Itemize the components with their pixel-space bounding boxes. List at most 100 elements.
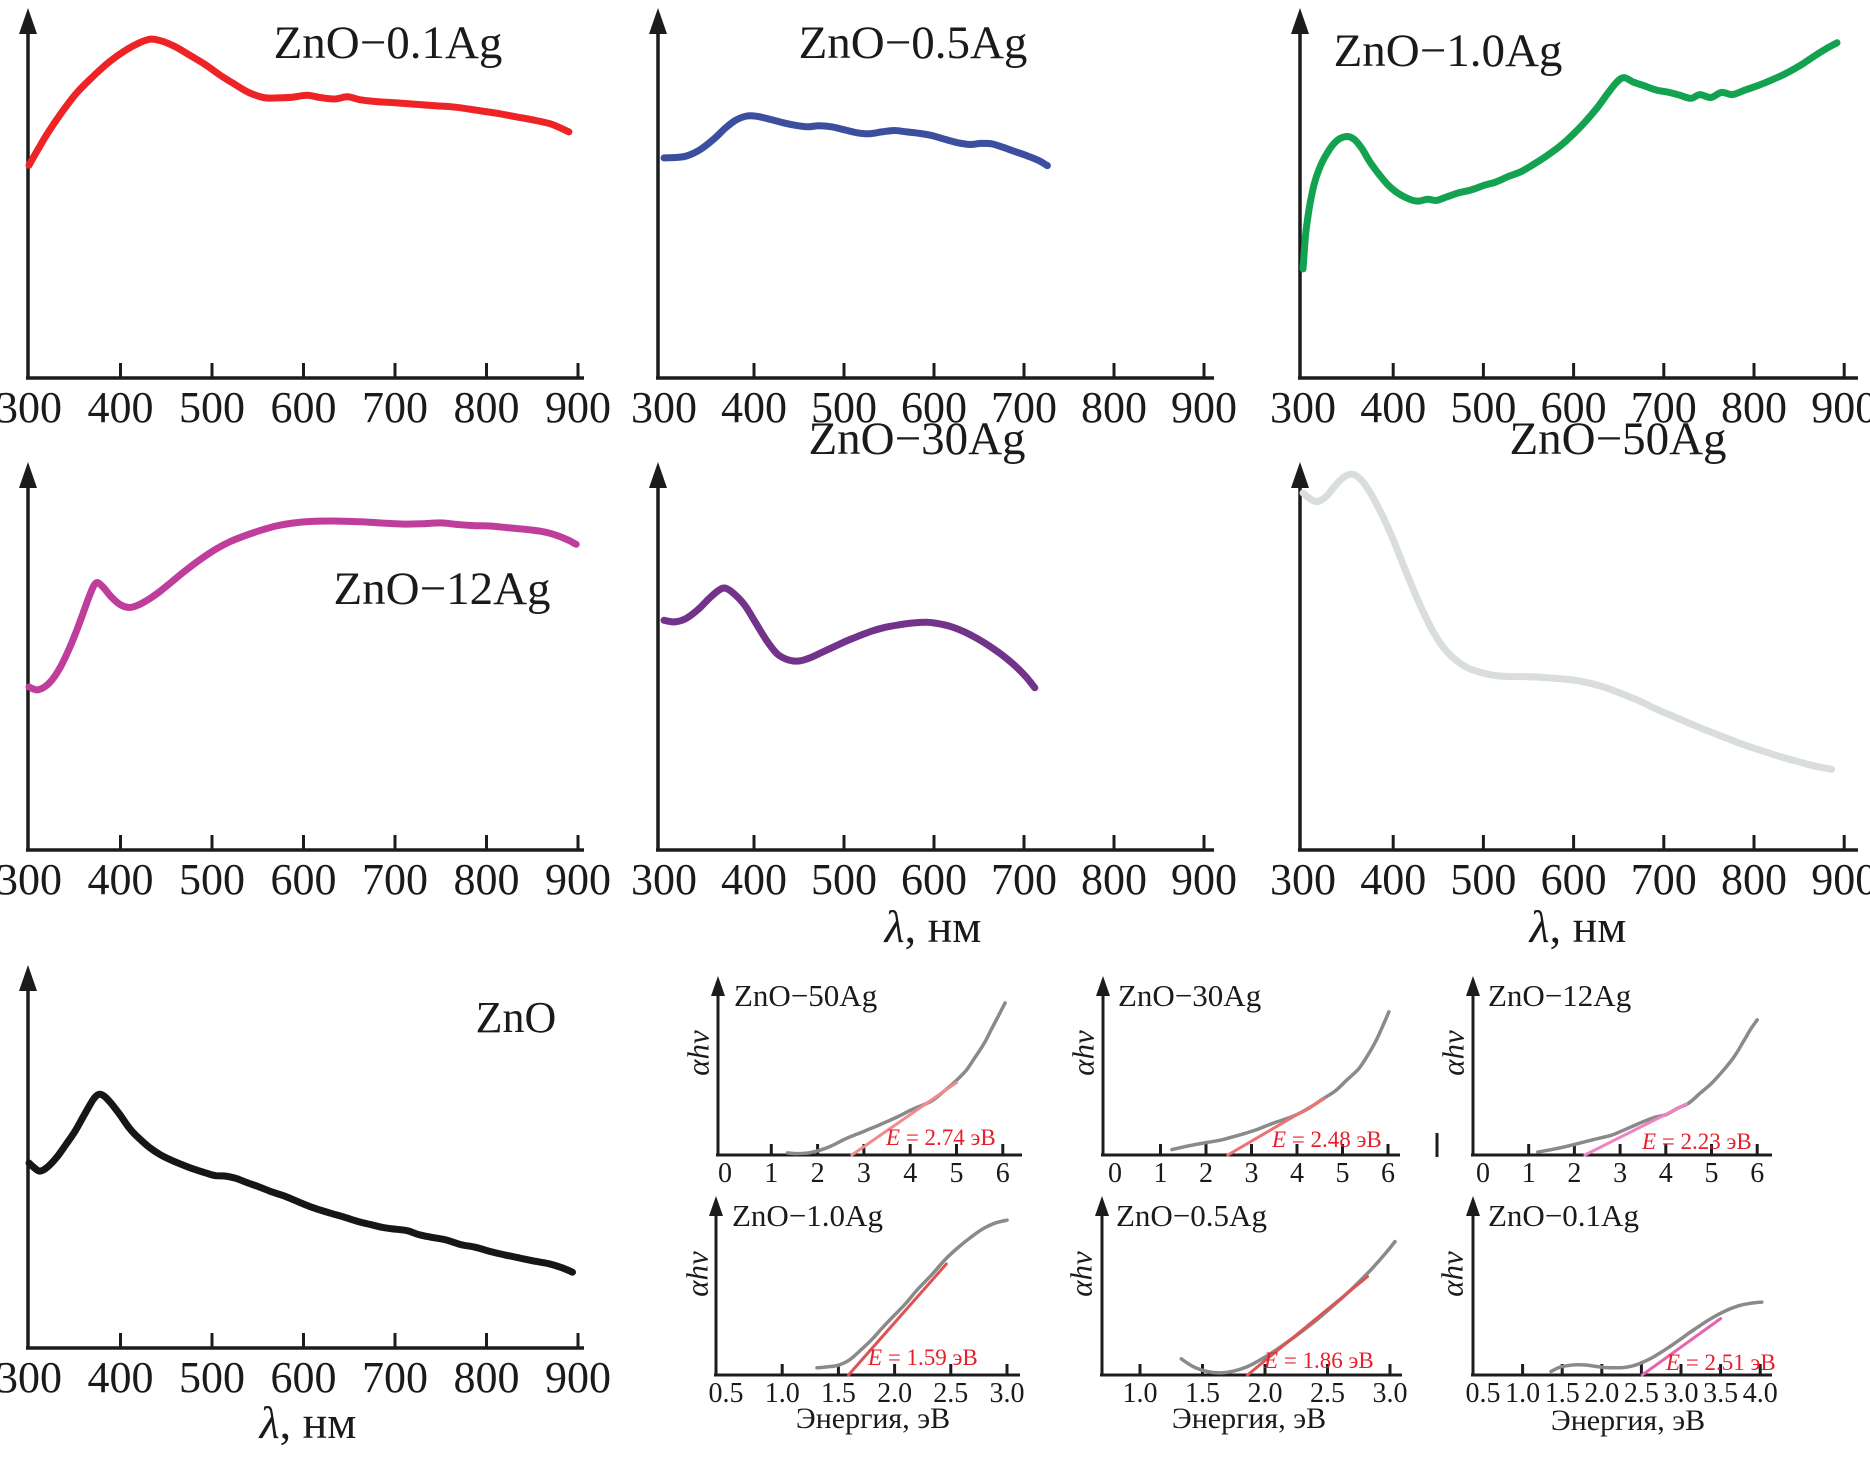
tauc-zno-0.5ag-fit-line — [1246, 1275, 1369, 1377]
tauc-zno-12ag-tick-label: 1 — [1521, 1158, 1536, 1189]
tauc-zno-30ag-title: ZnO−30Ag — [1118, 978, 1262, 1013]
tauc-zno-12ag-tick-label: 0 — [1476, 1158, 1490, 1189]
tauc-zno-0.1ag-tick-label: 3.0 — [1663, 1378, 1699, 1409]
spectrum-zno-0.1ag-tick-label: 500 — [179, 383, 245, 432]
tauc-zno-1.0ag-tick-label: 1.5 — [820, 1378, 856, 1409]
spectrum-zno-0.1ag-title: ZnO−0.1Ag — [273, 17, 503, 69]
tauc-zno-1.0ag-x-axis-caption: Энергия, эВ — [796, 1404, 950, 1434]
tauc-zno-30ag-fit-line — [1226, 1097, 1326, 1157]
spectrum-zno-0.5ag-y-axis-arrow-icon — [649, 8, 667, 34]
spectrum-zno-50ag-curve — [1299, 470, 1836, 773]
spectrum-zno-12ag-tick-label: 400 — [87, 855, 154, 904]
tauc-zno-1.0ag-y-axis-arrow-icon — [709, 1196, 723, 1216]
spectrum-zno-title: ZnO — [475, 993, 557, 1042]
tauc-zno-1.0ag-tick-label: 0.5 — [708, 1378, 744, 1409]
spectrum-zno-50ag-tick-label: 600 — [1540, 855, 1607, 904]
tauc-zno-30ag-y-axis-caption: αhν — [1066, 1030, 1101, 1076]
spectrum-zno-0.5ag-tick-label: 400 — [721, 383, 787, 432]
tauc-zno-50ag-curve — [785, 1001, 1007, 1156]
tauc-zno-1.0ag-curve — [815, 1218, 1009, 1370]
tauc-zno-0.1ag-title: ZnO−0.1Ag — [1488, 1198, 1639, 1233]
tauc-zno-0.1ag-tick-label: 0.5 — [1465, 1378, 1501, 1409]
tauc-zno-0.5ag-tick-label: 2.5 — [1310, 1378, 1345, 1409]
tauc-zno-30ag-tick-label: 3 — [1244, 1158, 1259, 1189]
band-gap-value: = 1.59 эВ — [882, 1345, 978, 1370]
tauc-zno-1.0ag-tick-label: 1.0 — [764, 1378, 800, 1409]
tauc-zno-12ag-y-axis-arrow-icon — [1466, 976, 1480, 996]
spectrum-zno-0.5ag-tick-label: 500 — [811, 383, 877, 432]
tauc-zno-0.1ag-tick-label: 3.5 — [1703, 1378, 1739, 1409]
spectrum-zno-12ag-tick-label: 800 — [453, 855, 520, 904]
spectrum-zno-12ag-tick-label: 300 — [0, 855, 62, 904]
band-gap-value: = 2.23 эВ — [1656, 1129, 1752, 1154]
band-gap-symbol: E — [868, 1345, 883, 1370]
lambda-symbol: λ — [884, 901, 905, 952]
spectrum-zno-30ag-tick-label: 300 — [631, 855, 697, 904]
spectrum-zno-50ag-title: ZnO−50Ag — [1509, 413, 1727, 465]
tauc-zno-50ag-y-axis-arrow-icon — [711, 976, 725, 996]
spectrum-zno-30ag-curve — [660, 584, 1039, 692]
tauc-zno-50ag-tick-label: 1 — [764, 1158, 779, 1189]
spectrum-zno-0.1ag-tick-label: 600 — [270, 383, 337, 432]
lambda-symbol: λ — [1529, 901, 1550, 952]
spectrum-zno-1.0ag-tick-label: 300 — [1270, 383, 1336, 432]
band-gap-symbol: E — [1272, 1127, 1287, 1152]
tauc-zno-0.1ag-tick-label: 1.5 — [1544, 1378, 1580, 1409]
spectrum-zno-tick-label: 700 — [362, 1353, 428, 1402]
spectrum-zno-12ag-curve — [25, 517, 580, 694]
tauc-zno-50ag-tick-label: 5 — [949, 1158, 964, 1189]
tauc-zno-0.1ag-tick-label: 2.0 — [1584, 1378, 1620, 1409]
spectrum-zno-0.5ag-tick-label: 900 — [1171, 383, 1237, 432]
tauc-zno-0.1ag-y-axis-caption: αhν — [1434, 1251, 1470, 1297]
alpha-h-nu-label: αhν — [679, 1251, 715, 1297]
spectrum-zno-0.1ag-tick-label: 300 — [0, 383, 62, 432]
lambda-symbol: λ — [259, 1397, 280, 1448]
spectrum-zno-50ag-tick-label: 300 — [1270, 855, 1336, 904]
spectrum-zno-50ag-tick-label: 700 — [1630, 855, 1697, 904]
tauc-zno-12ag-tick-label: 4 — [1658, 1158, 1673, 1189]
tauc-zno-0.5ag-tick-label: 1.0 — [1122, 1378, 1158, 1409]
tauc-zno-0.1ag-curve — [1549, 1300, 1764, 1374]
tauc-zno-30ag-tick-label: 6 — [1381, 1158, 1395, 1189]
spectrum-zno-30ag-tick-label: 400 — [721, 855, 787, 904]
spectrum-zno-tick-label: 400 — [87, 1353, 154, 1402]
spectrum-zno-0.5ag-tick-label: 700 — [991, 383, 1057, 432]
spectrum-zno-curve — [25, 1090, 576, 1276]
spectrum-zno-0.5ag-title: ZnO−0.5Ag — [798, 17, 1028, 69]
spectrum-zno-0.1ag-tick-label: 400 — [87, 383, 154, 432]
band-gap-symbol: E — [1264, 1348, 1279, 1373]
spectrum-zno-30ag-tick-label: 500 — [811, 855, 877, 904]
spectrum-zno-12ag-tick-label: 700 — [362, 855, 428, 904]
tauc-zno-1.0ag-band-gap-label: E = 1.59 эВ — [868, 1346, 978, 1369]
tauc-zno-12ag-tick-label: 3 — [1613, 1158, 1628, 1189]
caption-unit: , нм — [1549, 901, 1627, 952]
spectrum-zno-30ag-tick-label: 700 — [991, 855, 1057, 904]
spectrum-zno-50ag-x-axis-caption: λ, нм — [1530, 904, 1627, 950]
tauc-zno-50ag-tick-label: 4 — [903, 1158, 918, 1189]
spectrum-zno-12ag-title: ZnO−12Ag — [333, 563, 551, 615]
caption-text: Энергия, эВ — [1550, 1404, 1706, 1437]
alpha-h-nu-label: αhν — [1434, 1251, 1470, 1297]
spectrum-zno-y-axis-arrow-icon — [19, 965, 37, 991]
tauc-zno-0.1ag-tick-label: 2.5 — [1623, 1378, 1659, 1409]
tauc-zno-0.5ag-band-gap-label: E = 1.86 эВ — [1264, 1349, 1374, 1372]
tauc-zno-50ag-tick-label: 6 — [995, 1158, 1010, 1189]
tauc-zno-0.1ag-fit-line — [1640, 1317, 1723, 1377]
spectrum-zno-1.0ag-tick-label: 600 — [1540, 383, 1607, 432]
spectrum-zno-0.1ag-tick-label: 800 — [453, 383, 520, 432]
spectrum-zno-0.1ag-curve — [25, 35, 573, 169]
spectrum-zno-50ag-tick-label: 500 — [1450, 855, 1517, 904]
caption-unit: , нм — [904, 901, 982, 952]
spectrum-zno-30ag-tick-label: 800 — [1081, 855, 1147, 904]
tauc-zno-0.1ag-x-axis-caption: Энергия, эВ — [1551, 1406, 1705, 1436]
spectrum-zno-30ag-x-axis-caption: λ, нм — [885, 904, 982, 950]
tauc-zno-0.1ag-band-gap-label: E = 2.51 эВ — [1666, 1351, 1776, 1374]
tauc-zno-1.0ag-fit-line — [847, 1262, 948, 1377]
spectrum-zno-tick-label: 500 — [179, 1353, 245, 1402]
band-gap-value: = 2.48 эВ — [1286, 1127, 1382, 1152]
spectrum-zno-1.0ag-tick-label: 900 — [1811, 383, 1870, 432]
tauc-zno-0.1ag-y-axis-arrow-icon — [1466, 1196, 1480, 1216]
spectrum-zno-0.1ag-tick-label: 900 — [545, 383, 611, 432]
tauc-zno-30ag-y-axis-arrow-icon — [1096, 976, 1110, 996]
